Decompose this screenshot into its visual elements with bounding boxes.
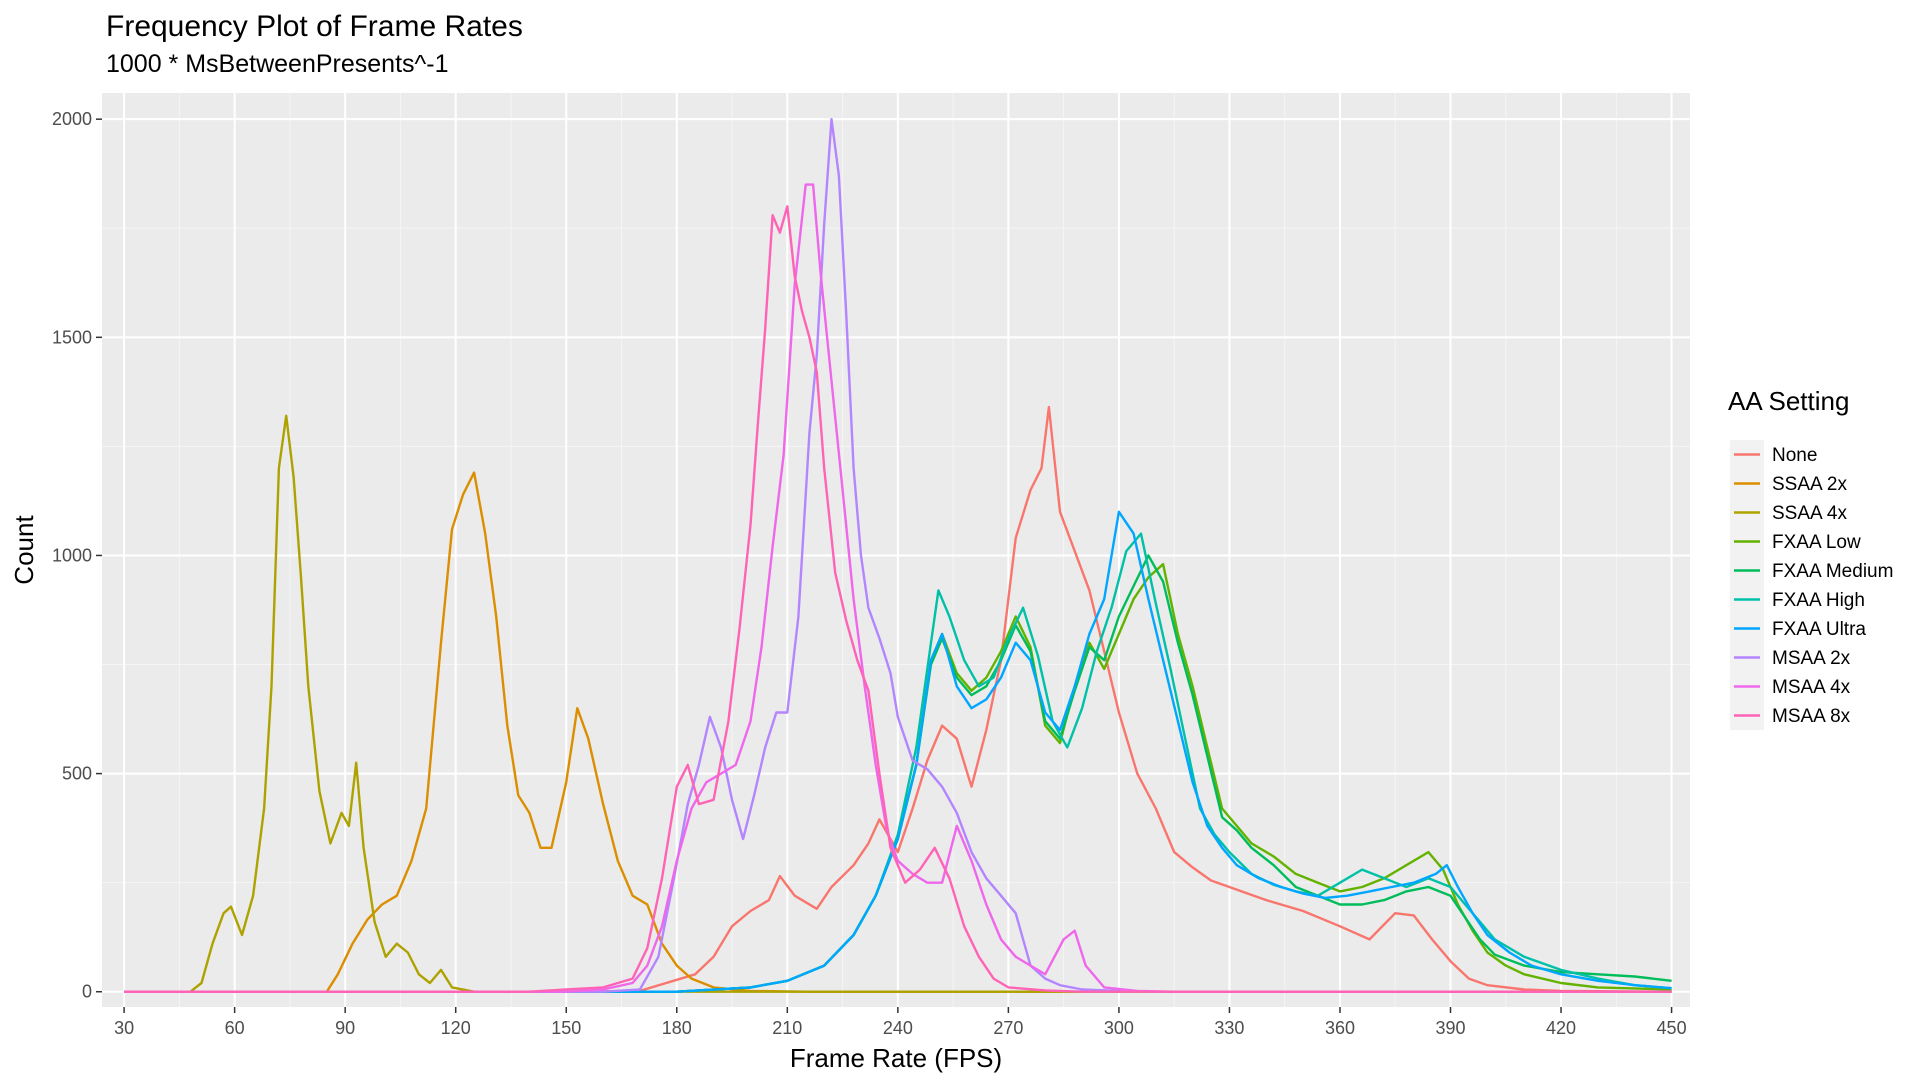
y-tick-label: 500: [62, 764, 92, 784]
legend-label: SSAA 4x: [1772, 503, 1847, 524]
legend-label: FXAA Ultra: [1772, 619, 1866, 640]
legend-title: AA Setting: [1728, 386, 1849, 416]
y-axis: 0 500 1000 1500 2000: [52, 109, 102, 1002]
x-tick-label: 90: [335, 1018, 355, 1038]
x-tick-label: 390: [1435, 1018, 1465, 1038]
major-gridlines: [102, 93, 1690, 1007]
series-line-fxaa-ultra: [124, 510, 1672, 993]
x-tick-label: 360: [1325, 1018, 1355, 1038]
legend-label: FXAA High: [1772, 590, 1865, 611]
y-tick-label: 2000: [52, 109, 92, 129]
x-tick-label: 420: [1546, 1018, 1576, 1038]
series-line-fxaa-high: [124, 532, 1672, 993]
plot-panel: [102, 93, 1690, 1007]
x-tick-label: 210: [772, 1018, 802, 1038]
x-tick-label: 120: [441, 1018, 471, 1038]
y-tick-label: 0: [82, 982, 92, 1002]
legend-items: None SSAA 2x SSAA 4x FXAA Low FXAA Medium FXA…: [1730, 440, 1893, 730]
series-line-ssaa-4x: [124, 414, 1672, 993]
x-tick-label: 180: [662, 1018, 692, 1038]
series-line-msaa-4x: [124, 183, 1672, 993]
legend-label: MSAA 4x: [1772, 677, 1851, 698]
y-tick-label: 1000: [52, 545, 92, 565]
minor-gridlines: [102, 93, 1690, 1007]
x-tick-label: 270: [993, 1018, 1023, 1038]
series-line-msaa-2x: [124, 118, 1672, 993]
x-tick-label: 240: [883, 1018, 913, 1038]
x-axis-title: Frame Rate (FPS): [790, 1043, 1002, 1073]
x-tick-label: 30: [114, 1018, 134, 1038]
series-lines: [124, 118, 1672, 993]
legend-label: FXAA Medium: [1772, 561, 1893, 582]
legend-label: FXAA Low: [1772, 532, 1861, 553]
x-axis: 30 60 90 120 150 180 210 240 270 300 330 360 390 420 4…: [114, 1007, 1687, 1038]
series-line-msaa-8x: [124, 205, 1672, 993]
x-tick-label: 150: [551, 1018, 581, 1038]
legend: AA Setting None SSAA 2x SSAA 4x FXAA Low FXA…: [1728, 386, 1893, 730]
chart-subtitle: 1000 * MsBetweenPresents^-1: [106, 50, 449, 78]
x-tick-label: 450: [1657, 1018, 1687, 1038]
series-line-none: [124, 405, 1672, 993]
legend-label: None: [1772, 445, 1817, 466]
legend-label: MSAA 8x: [1772, 706, 1851, 727]
x-tick-label: 330: [1214, 1018, 1244, 1038]
legend-label: SSAA 2x: [1772, 474, 1847, 495]
legend-label: MSAA 2x: [1772, 648, 1851, 669]
x-tick-label: 300: [1104, 1018, 1134, 1038]
y-tick-label: 1500: [52, 327, 92, 347]
series-line-ssaa-2x: [124, 471, 1672, 993]
x-tick-label: 60: [225, 1018, 245, 1038]
chart-title: Frequency Plot of Frame Rates: [106, 10, 523, 43]
y-axis-title: Count: [9, 515, 39, 585]
